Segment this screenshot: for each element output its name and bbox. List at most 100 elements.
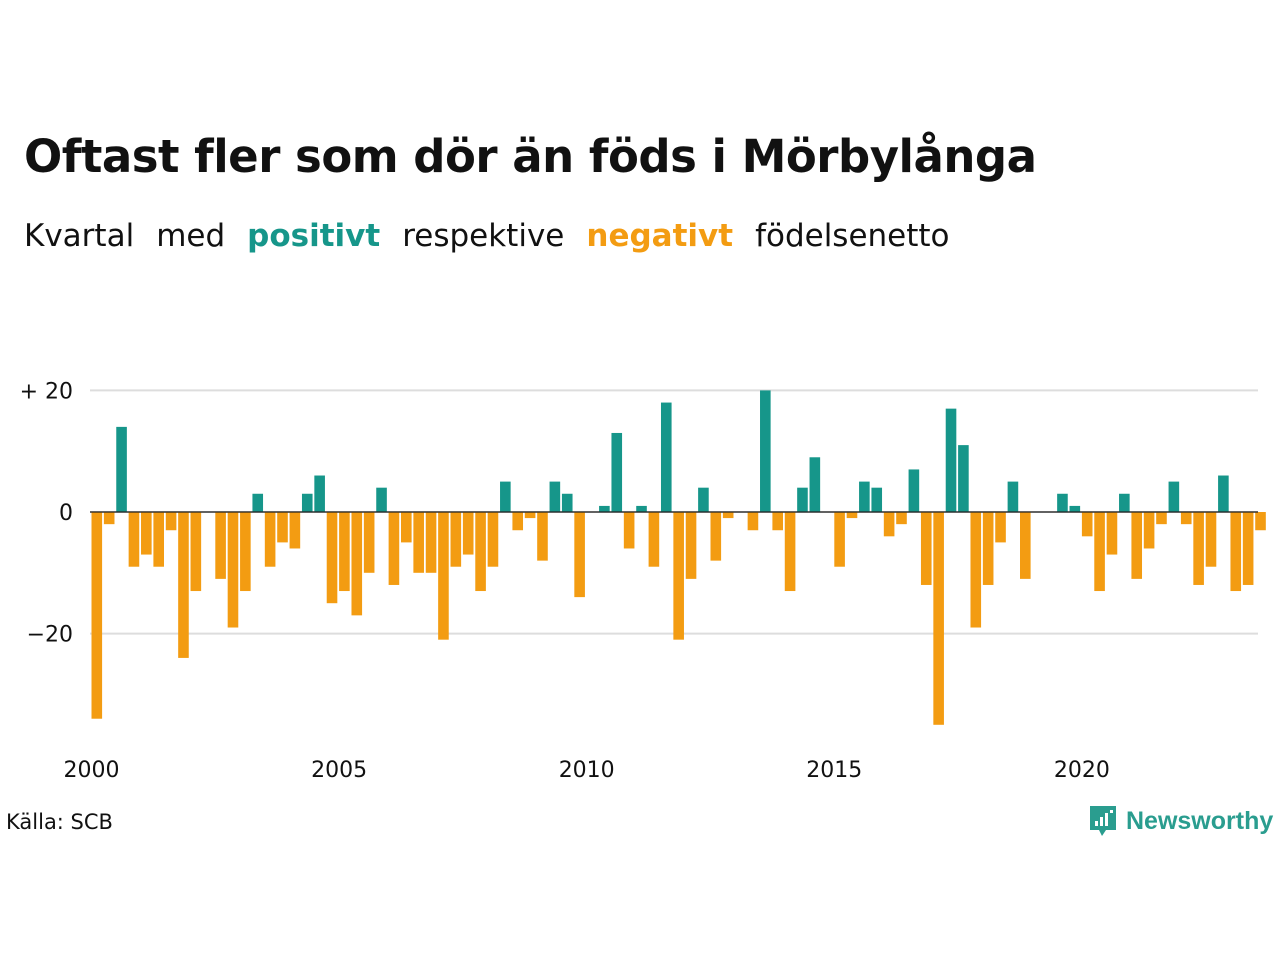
bar-negative	[178, 512, 189, 658]
bar-negative	[363, 512, 375, 573]
bar-negative	[623, 512, 635, 549]
bar-negative	[512, 512, 524, 531]
bar-negative	[1081, 512, 1093, 537]
bar-negative	[1156, 512, 1167, 525]
bar-positive	[908, 469, 920, 512]
bar-negative	[896, 512, 907, 525]
bar-negative	[438, 512, 449, 640]
bar-negative	[401, 512, 412, 543]
subtitle-word: respektive	[402, 218, 565, 254]
bar-negative	[351, 512, 363, 616]
bar-positive	[561, 493, 573, 512]
subtitle-word: födelsenetto	[755, 218, 950, 254]
bar-negative	[1230, 512, 1242, 592]
bar-negative	[722, 512, 734, 519]
bar-negative	[1180, 512, 1192, 525]
bar-positive	[1069, 505, 1081, 512]
bar-negative	[1143, 512, 1155, 549]
bar-positive	[945, 408, 957, 512]
x-tick-label: 2005	[311, 758, 367, 783]
bar-positive	[809, 457, 821, 512]
bar-negative	[462, 512, 474, 555]
bar-negative	[487, 512, 499, 567]
bar-negative	[574, 512, 585, 598]
subtitle-word: med	[156, 218, 226, 254]
bar-negative	[648, 512, 660, 567]
subtitle-negative-label: negativt	[586, 218, 734, 254]
bar-positive	[1119, 493, 1130, 512]
bar-positive	[958, 445, 969, 512]
subtitle-positive-label: positivt	[247, 218, 381, 254]
bar-positive	[376, 487, 387, 512]
bar-positive	[1168, 481, 1180, 512]
bar-negative	[982, 512, 994, 585]
bar-negative	[165, 512, 177, 531]
bar-negative	[970, 512, 982, 628]
bar-negative	[883, 512, 895, 537]
bar-positive	[116, 426, 127, 512]
bar-positive	[500, 481, 511, 512]
bar-positive	[611, 432, 623, 512]
bar-negative	[264, 512, 276, 567]
bar-negative	[1255, 512, 1266, 531]
bar-negative	[537, 512, 548, 561]
newsworthy-logo[interactable]: Newsworthy	[1088, 804, 1273, 838]
bar-positive	[1218, 475, 1229, 512]
bar-positive	[599, 505, 610, 512]
bar-negative	[227, 512, 239, 628]
bar-negative	[240, 512, 251, 592]
bar-negative	[277, 512, 288, 543]
bar-negative	[103, 512, 115, 525]
bar-positive	[1057, 493, 1068, 512]
bar-negative	[772, 512, 783, 531]
bar-negative	[141, 512, 152, 555]
bar-negative	[1106, 512, 1118, 555]
bar-negative	[685, 512, 697, 579]
x-tick-label: 2015	[806, 758, 862, 783]
bar-negative	[747, 512, 759, 531]
bar-negative	[1242, 512, 1254, 585]
x-tick-label: 2020	[1054, 758, 1110, 783]
bar-positive	[1007, 481, 1019, 512]
bar-positive	[660, 402, 672, 512]
bar-positive	[859, 481, 870, 512]
bar-negative	[388, 512, 400, 585]
bar-negative	[450, 512, 462, 567]
bar-negative	[153, 512, 164, 567]
bar-negative	[995, 512, 1006, 543]
bar-positive	[698, 487, 709, 512]
bar-negative	[413, 512, 424, 573]
bar-negative	[1094, 512, 1105, 592]
newsworthy-icon	[1090, 806, 1116, 836]
bar-negative	[673, 512, 684, 640]
chart-subtitle: Kvartal med positivt respektive negativt föde…	[24, 218, 972, 254]
bar-positive	[252, 493, 264, 512]
y-tick-label: −20	[27, 623, 73, 648]
bar-negative	[289, 512, 301, 549]
bar-negative	[834, 512, 845, 567]
bar-negative	[1131, 512, 1143, 579]
x-tick-label: 2010	[559, 758, 615, 783]
bar-negative	[1193, 512, 1204, 585]
subtitle-word: Kvartal	[24, 218, 135, 254]
bar-positive	[871, 487, 883, 512]
bar-negative	[128, 512, 140, 567]
bar-chart: + 20 0 −20 2000 2005 2010 2015 2020	[20, 379, 1266, 783]
bar-negative	[425, 512, 437, 573]
source-label: Källa: SCB	[6, 810, 113, 834]
chart-title: Oftast fler som dör än föds i Mörbylånga	[24, 130, 1037, 183]
bar-negative	[326, 512, 338, 604]
bar-negative	[215, 512, 226, 579]
bar-positive	[549, 481, 561, 512]
y-tick-label: + 20	[20, 379, 73, 404]
bar-negative	[339, 512, 350, 592]
bar-negative	[1020, 512, 1031, 579]
bar-negative	[475, 512, 486, 592]
y-tick-label: 0	[59, 501, 73, 526]
bar-negative	[920, 512, 932, 585]
x-tick-label: 2000	[64, 758, 120, 783]
brand-name: Newsworthy	[1126, 806, 1274, 835]
bar-positive	[636, 505, 647, 512]
bar-positive	[301, 493, 313, 512]
bar-negative	[846, 512, 858, 519]
